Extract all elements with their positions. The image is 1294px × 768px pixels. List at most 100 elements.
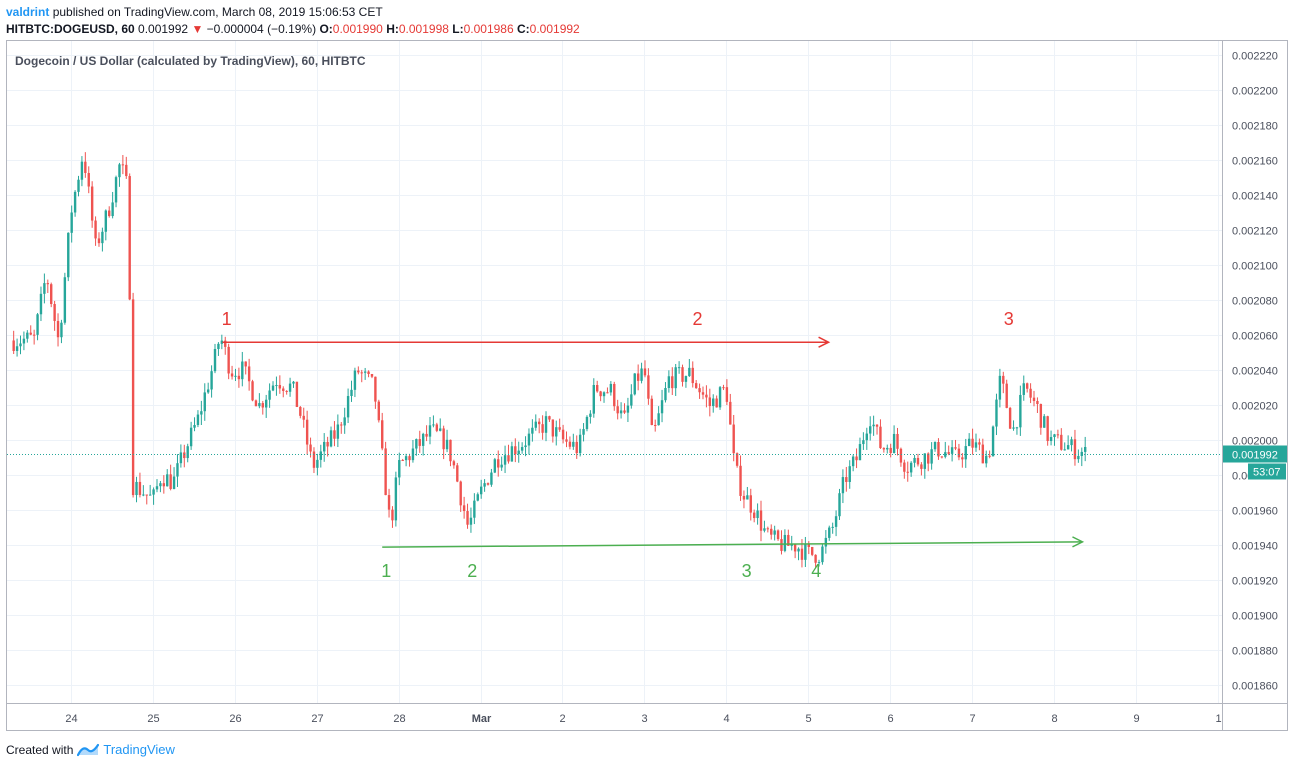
candle-body	[357, 370, 360, 373]
candle-body	[954, 447, 957, 449]
candle-body	[906, 471, 909, 473]
candle-body	[138, 481, 142, 495]
high-value: 0.001998	[398, 22, 449, 36]
candle-body	[1019, 394, 1022, 428]
close-label: C:	[517, 22, 530, 36]
candle-body	[67, 232, 70, 278]
candle-body	[619, 410, 623, 414]
candle-body	[213, 348, 217, 372]
candle-body	[500, 464, 503, 468]
candle-body	[278, 385, 282, 389]
candle-body	[77, 179, 80, 192]
x-tick-label: 24	[65, 713, 77, 725]
candle-body	[763, 528, 766, 531]
candle-body	[1077, 455, 1080, 460]
candle-body	[967, 438, 971, 447]
candle-body	[111, 202, 114, 217]
candle-body	[384, 448, 387, 496]
y-tick-label: 0.002160	[1232, 156, 1278, 168]
candle-body	[814, 554, 817, 563]
candle-body	[623, 410, 626, 413]
close-value: 0.001992	[529, 22, 580, 36]
candle-body	[548, 416, 551, 420]
candle-body	[445, 439, 449, 450]
candle-body	[118, 164, 121, 178]
price-change: −0.000004 (−0.19%)	[206, 22, 317, 36]
candle-body	[712, 398, 715, 407]
candle-body	[360, 372, 363, 374]
candle-body	[63, 277, 67, 323]
candle-body	[742, 495, 746, 500]
ohlc-line: HITBTC:DOGEUSD, 60 0.001992 ▼ −0.000004 …	[6, 22, 580, 36]
candle-body	[766, 528, 770, 530]
candle-body	[551, 419, 555, 437]
candle-body	[694, 383, 698, 389]
support-line	[382, 541, 1083, 548]
resistance-touch-label: 3	[1004, 309, 1014, 329]
candle-body	[657, 413, 660, 426]
candle-body	[26, 332, 29, 339]
support-touch-label: 3	[742, 561, 752, 581]
candle-body	[210, 371, 213, 390]
candle-body	[183, 452, 186, 459]
candle-body	[985, 455, 988, 464]
candle-body	[718, 387, 722, 408]
current-price-label: 0.001992	[1232, 450, 1278, 462]
candle-body	[875, 424, 879, 427]
y-tick-label: 0.002060	[1232, 331, 1278, 343]
candle-body	[1080, 451, 1083, 456]
candle-body	[831, 526, 834, 528]
author-link[interactable]: valdrint	[6, 5, 50, 19]
price-chart[interactable]: 1 2 3 1 2 3 4 0.002220 0.002200 0.002180 0.002160…	[0, 40, 1294, 732]
candle-body	[974, 442, 978, 448]
candle-body	[708, 397, 712, 407]
candle-body	[1070, 439, 1073, 446]
candle-body	[15, 346, 19, 351]
x-tick-label: 8	[1051, 713, 1057, 725]
candle-body	[19, 343, 22, 347]
candle-body	[73, 191, 77, 213]
tradingview-brand-link[interactable]: TradingView	[103, 742, 175, 757]
candle-body	[285, 390, 288, 392]
resistance-arrowhead-icon	[818, 336, 831, 348]
candle-body	[957, 448, 961, 458]
candle-body	[773, 530, 776, 535]
x-tick-label: 5	[805, 713, 811, 725]
candle-body	[797, 548, 800, 552]
candle-body	[698, 388, 701, 393]
candle-body	[101, 231, 104, 244]
candle-body	[537, 421, 541, 425]
candle-body	[1015, 427, 1019, 429]
y-tick-label: 0.001920	[1232, 576, 1278, 588]
candle-body	[387, 495, 391, 510]
candle-body	[561, 429, 565, 440]
candle-body	[879, 426, 882, 449]
support-touch-label: 4	[811, 561, 821, 581]
candle-body	[947, 452, 950, 454]
candle-body	[56, 320, 60, 338]
candle-body	[203, 392, 206, 412]
y-tick-label: 0.002140	[1232, 191, 1278, 203]
candle-body	[220, 340, 224, 344]
candle-body	[940, 456, 944, 458]
created-with-text: Created with	[6, 742, 74, 757]
candle-body	[476, 494, 479, 501]
candle-body	[544, 416, 548, 433]
candle-body	[650, 398, 654, 425]
x-tick-label: 28	[393, 713, 405, 725]
candle-body	[589, 413, 592, 417]
candle-body	[630, 394, 633, 406]
candle-body	[804, 543, 807, 560]
candle-body	[671, 376, 674, 389]
publish-line: valdrint published on TradingView.com, M…	[6, 5, 383, 19]
candle-body	[568, 441, 572, 447]
candle-body	[166, 474, 169, 487]
y-tick-label: 0.002000	[1232, 436, 1278, 448]
candle-body	[725, 387, 729, 402]
candle-body	[152, 489, 155, 495]
candle-body	[681, 367, 684, 382]
candle-body	[343, 417, 346, 426]
candle-body	[899, 448, 903, 463]
candle-body	[732, 424, 735, 454]
candle-body	[961, 457, 964, 460]
